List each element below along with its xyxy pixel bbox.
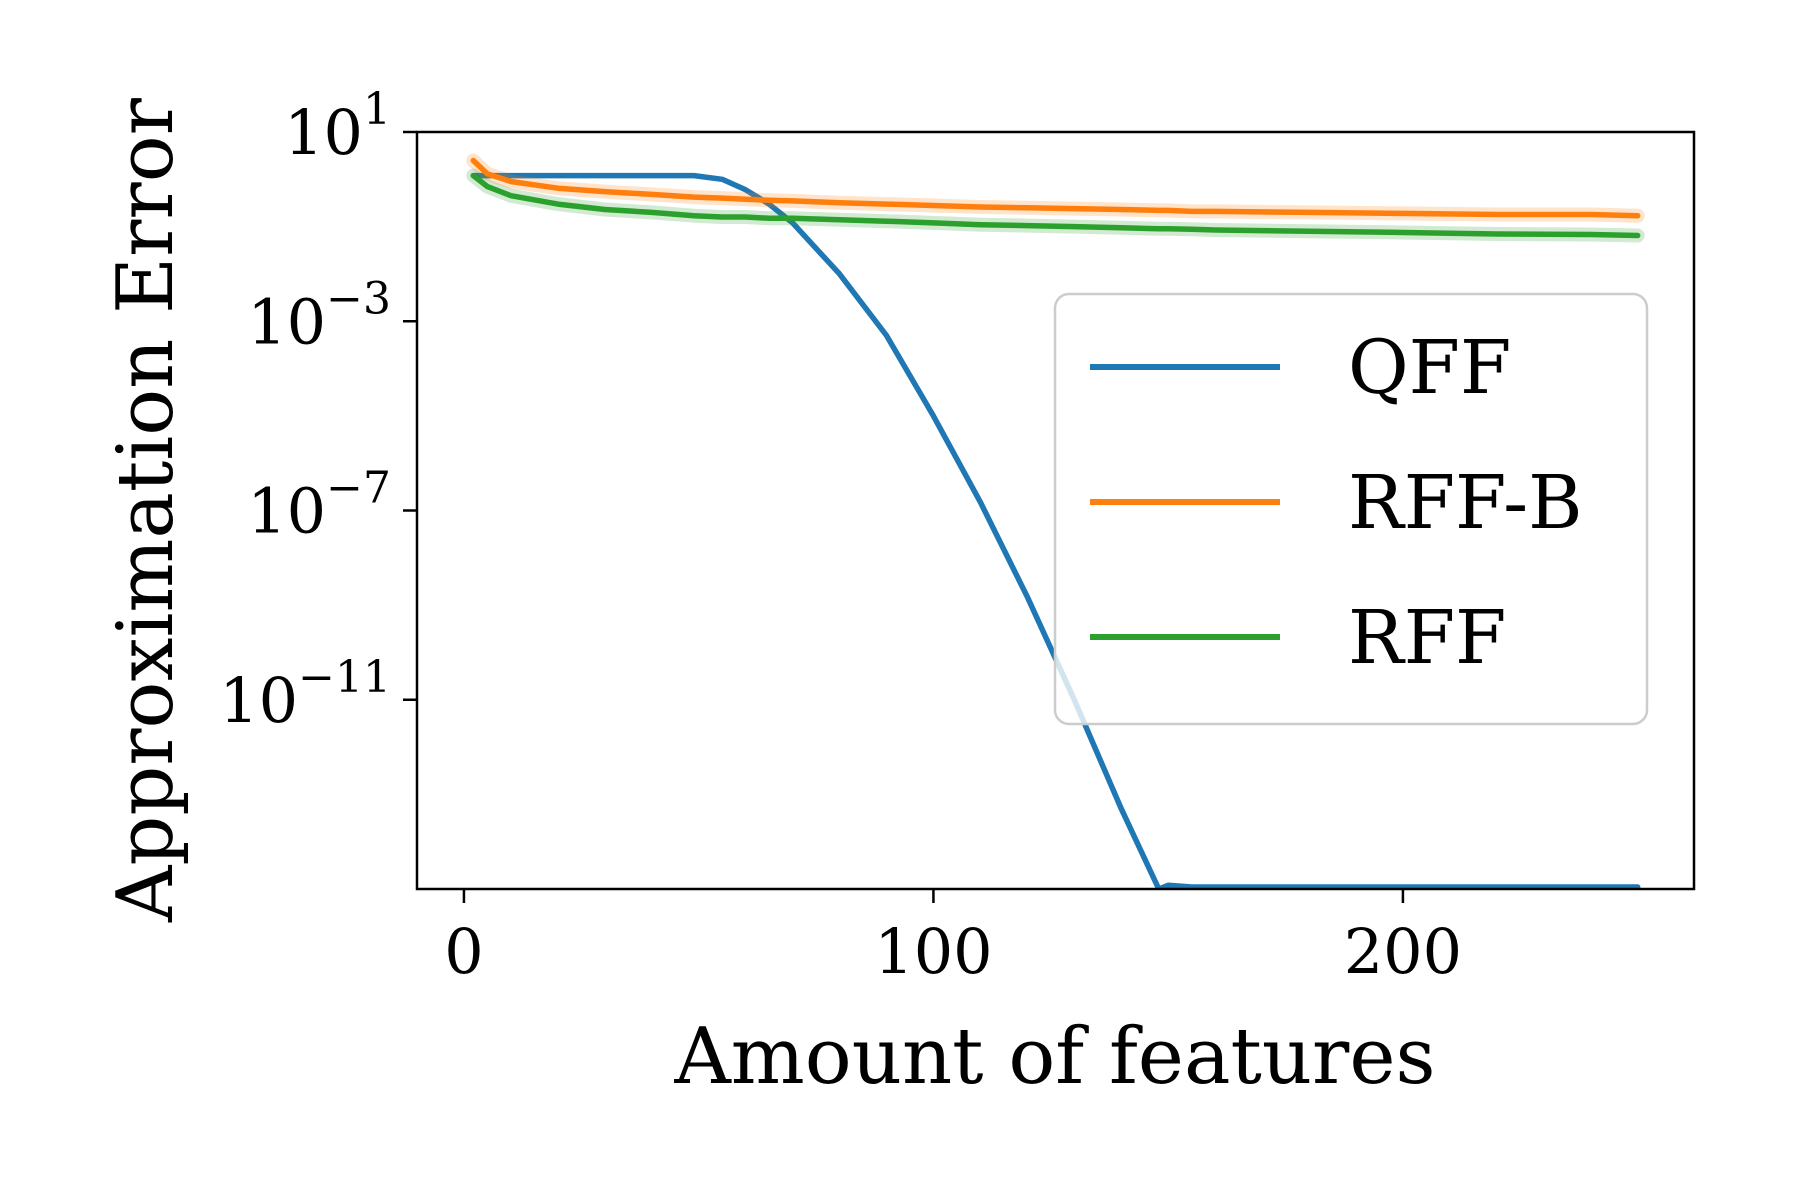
series-line-qff (470, 172, 1641, 889)
x-tick-label: 100 (874, 915, 992, 988)
legend: QFF RFF-B RFF (1053, 292, 1649, 726)
x-tick-label: 0 (444, 915, 483, 988)
x-tick-label: 200 (1344, 915, 1462, 988)
axis-ticks: 0 100 200 101 10−3 10−7 10−11 (219, 84, 1462, 988)
series-line-rff-b (470, 157, 1641, 219)
legend-box (1053, 292, 1649, 726)
y-axis-label: Approximation Error (101, 97, 191, 923)
legend-label-rff-b: RFF-B (1348, 460, 1582, 546)
x-axis-label: Amount of features (673, 1012, 1435, 1102)
legend-label-rff: RFF (1348, 595, 1506, 681)
y-tick-label: 10−11 (219, 652, 391, 737)
series-line-rff (470, 172, 1641, 239)
y-tick-label: 10−3 (247, 273, 391, 358)
y-tick-label: 10−7 (247, 463, 391, 548)
legend-label-qff: QFF (1348, 325, 1511, 411)
y-tick-label: 101 (284, 84, 391, 169)
